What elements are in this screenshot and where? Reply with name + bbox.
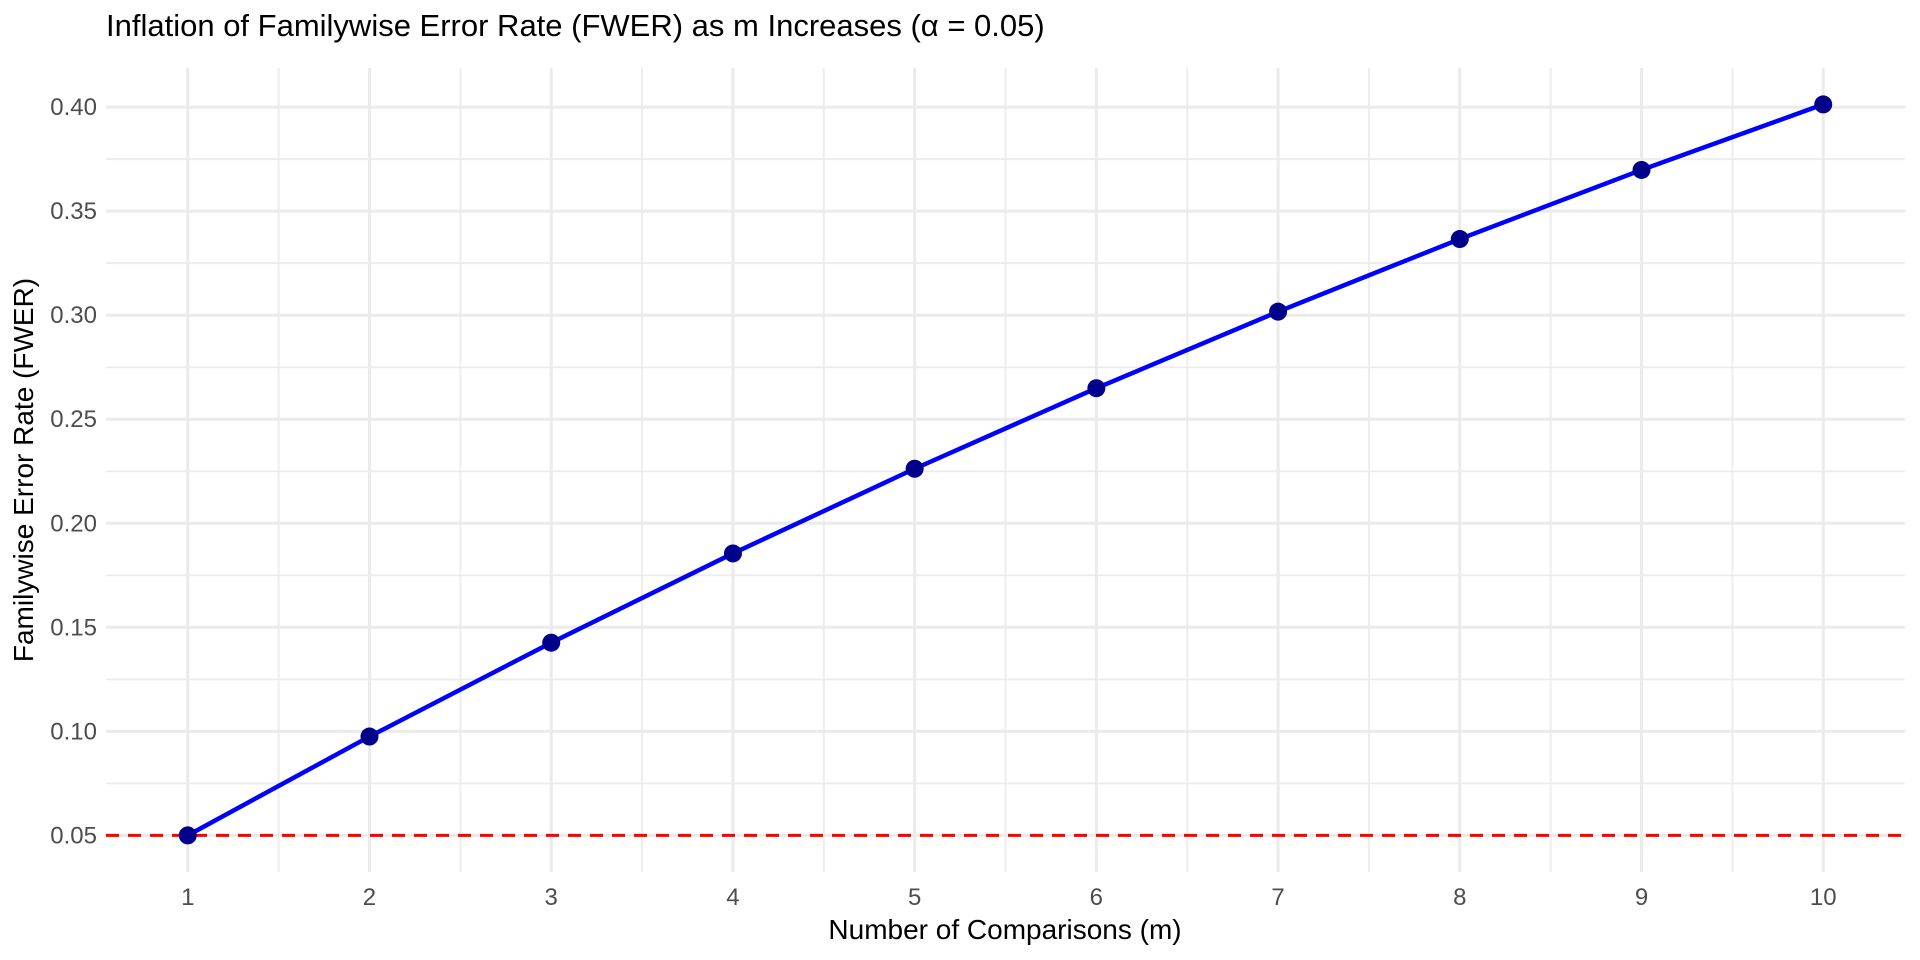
- chart-title: Inflation of Familywise Error Rate (FWER…: [106, 8, 1045, 43]
- data-point: [905, 459, 924, 478]
- data-point: [1269, 302, 1288, 321]
- x-tick-label: 3: [545, 884, 558, 911]
- x-tick-label: 10: [1810, 884, 1837, 911]
- data-point: [1450, 230, 1469, 249]
- y-axis-title: Familywise Error Rate (FWER): [8, 277, 39, 663]
- x-tick-label: 7: [1271, 884, 1284, 911]
- x-tick-label: 2: [363, 884, 376, 911]
- data-point: [1632, 160, 1651, 179]
- y-tick-label: 0.40: [50, 94, 97, 121]
- x-tick-label: 9: [1635, 884, 1648, 911]
- x-tick-label: 4: [726, 884, 739, 911]
- x-tick-label: 1: [181, 884, 194, 911]
- y-tick-label: 0.25: [50, 406, 97, 433]
- y-tick-label: 0.20: [50, 510, 97, 537]
- x-axis-title: Number of Comparisons (m): [828, 914, 1182, 945]
- data-point: [723, 544, 742, 563]
- y-tick-label: 0.35: [50, 198, 97, 225]
- data-point: [542, 633, 561, 652]
- x-tick-label: 5: [908, 884, 921, 911]
- x-tick-label: 6: [1090, 884, 1103, 911]
- y-tick-label: 0.10: [50, 718, 97, 745]
- y-tick-label: 0.15: [50, 614, 97, 641]
- fwer-line-series: [185, 102, 1826, 838]
- data-point: [178, 826, 197, 845]
- data-point: [1814, 95, 1833, 114]
- y-tick-label: 0.05: [50, 822, 97, 849]
- data-point: [1087, 379, 1106, 398]
- x-tick-label: 8: [1453, 884, 1466, 911]
- data-point: [360, 727, 379, 746]
- y-tick-label: 0.30: [50, 302, 97, 329]
